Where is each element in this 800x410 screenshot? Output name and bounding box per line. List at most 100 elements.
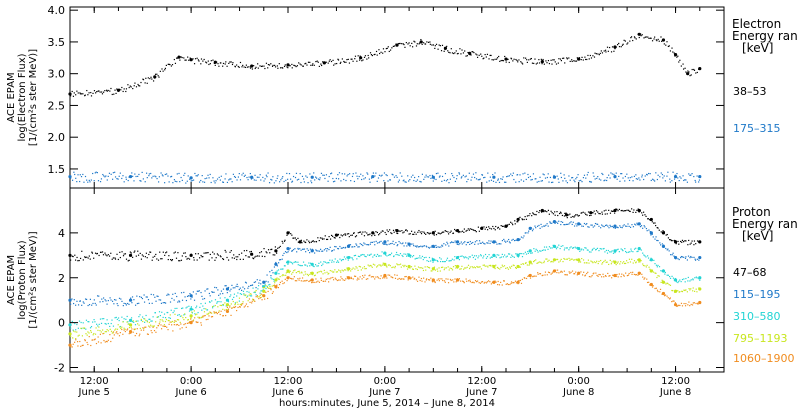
data-point: [199, 306, 201, 308]
data-point: [564, 258, 566, 260]
data-point: [211, 257, 213, 259]
data-point: [72, 95, 75, 97]
data-point: [343, 178, 345, 181]
data-point: [112, 331, 115, 333]
data-point: [520, 236, 523, 238]
data-point: [655, 236, 657, 238]
data-point: [346, 256, 348, 258]
data-point: [577, 223, 579, 226]
data-point: [576, 176, 578, 178]
data-point: [248, 66, 250, 68]
data-point: [504, 226, 506, 228]
data-point: [195, 321, 197, 323]
data-point: [545, 258, 547, 260]
data-point: [260, 290, 262, 292]
data-point: [385, 48, 387, 50]
data-point: [264, 255, 266, 258]
data-point: [486, 53, 489, 55]
data-point: [291, 250, 293, 252]
data-point: [444, 267, 446, 269]
data-point: [580, 59, 582, 61]
data-point: [362, 175, 364, 177]
data-point: [510, 221, 512, 223]
data-point: [630, 248, 632, 250]
series-38–53: [68, 32, 702, 97]
data-point: [461, 176, 463, 178]
data-point: [554, 61, 556, 63]
data-point: [286, 233, 289, 235]
data-point: [647, 172, 650, 175]
data-point: [339, 270, 341, 272]
data-point: [130, 332, 132, 334]
data-point: [251, 300, 253, 302]
data-point: [523, 218, 525, 221]
data-point: [649, 268, 651, 270]
data-point: [277, 247, 279, 249]
data-point: [480, 255, 482, 257]
data-point: [477, 226, 479, 228]
data-point: [311, 273, 314, 276]
data-point: [256, 295, 258, 297]
data-point: [254, 256, 256, 258]
data-point: [367, 54, 369, 57]
data-point: [555, 63, 558, 65]
data-point: [564, 224, 566, 226]
data-point: [558, 220, 560, 222]
data-point: [182, 317, 184, 319]
data-point: [437, 232, 439, 234]
data-point: [345, 269, 347, 271]
data-point: [618, 273, 620, 275]
data-point: [496, 57, 499, 59]
data-point: [476, 265, 478, 268]
data-point: [493, 242, 495, 244]
data-point: [193, 259, 195, 261]
data-point: [188, 321, 191, 323]
data-point: [180, 176, 182, 179]
x-tick-time: 12:00: [274, 376, 303, 387]
data-point: [690, 303, 692, 306]
data-point: [281, 177, 283, 179]
data-point: [550, 181, 553, 184]
data-point: [358, 231, 361, 233]
data-point: [85, 319, 88, 321]
data-point: [363, 254, 365, 256]
data-point: [138, 335, 140, 337]
data-point: [239, 258, 241, 260]
data-point: [253, 291, 255, 294]
data-point: [668, 250, 670, 252]
data-point: [306, 239, 308, 241]
data-point: [495, 281, 497, 283]
data-point: [96, 172, 98, 174]
data-point: [389, 265, 391, 267]
data-point: [616, 178, 618, 180]
data-point: [562, 57, 564, 59]
data-point: [527, 275, 529, 278]
data-point: [662, 292, 665, 294]
data-point: [518, 280, 520, 282]
data-point: [297, 241, 299, 243]
data-point: [383, 252, 385, 255]
data-point: [292, 175, 295, 178]
x-tick-time: 0:00: [567, 376, 589, 387]
data-point: [152, 80, 155, 82]
data-point: [90, 344, 92, 347]
data-point: [635, 274, 637, 276]
data-point: [131, 321, 134, 323]
data-point: [98, 90, 100, 92]
data-point: [425, 269, 427, 271]
data-point: [437, 278, 439, 280]
data-point: [86, 89, 88, 92]
data-point: [388, 254, 390, 256]
data-point: [96, 295, 99, 297]
data-point: [318, 262, 320, 264]
data-point: [177, 301, 179, 303]
data-point: [164, 182, 166, 184]
data-point: [237, 306, 239, 309]
data-point: [449, 52, 451, 54]
data-point: [174, 292, 176, 295]
data-point: [360, 173, 362, 175]
data-point: [196, 321, 198, 324]
data-point: [362, 59, 364, 61]
data-point: [117, 258, 119, 261]
data-point: [139, 252, 141, 255]
